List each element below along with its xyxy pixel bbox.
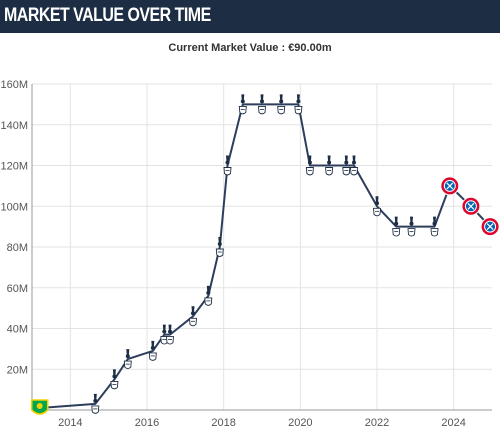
y-tick-label: 100M [0, 201, 28, 213]
spurs-crest-icon[interactable] [392, 216, 401, 237]
spurs-crest-icon[interactable] [294, 94, 303, 115]
spurs-crest-icon[interactable] [342, 155, 351, 176]
spurs-crest-icon[interactable] [258, 94, 266, 115]
spurs-crest-icon[interactable] [277, 94, 286, 115]
x-axis-ticks: 2014 2016 2018 2020 2022 2024 [58, 417, 466, 429]
spurs-crest-icon[interactable] [430, 216, 439, 237]
value-line [39, 103, 491, 409]
chart-title: MARKET VALUE OVER TIME [4, 5, 211, 26]
spurs-crest-icon[interactable] [305, 155, 314, 176]
spurs-crest-icon[interactable] [91, 393, 100, 414]
spurs-crest-icon[interactable] [166, 324, 174, 345]
y-tick-label: 40M [7, 324, 28, 336]
market-value-series-line [39, 103, 491, 409]
bayern-crest-icon[interactable] [440, 176, 460, 196]
grid-lines [32, 83, 492, 410]
current-market-value: Current Market Value : €90.00m [168, 42, 332, 54]
y-tick-label: 60M [7, 283, 28, 295]
spurs-crest-icon[interactable] [223, 155, 232, 176]
spurs-crest-icon[interactable] [148, 340, 157, 361]
y-tick-label: 120M [0, 161, 28, 173]
x-tick-label: 2016 [135, 417, 159, 429]
spurs-crest-icon[interactable] [204, 285, 213, 306]
chart-header-bar: MARKET VALUE OVER TIME [0, 0, 500, 33]
spurs-crest-icon[interactable] [373, 196, 381, 217]
y-tick-label: 140M [0, 120, 28, 132]
norwich-crest-icon[interactable] [30, 399, 49, 415]
y-axis-ticks: 20M 40M 60M 80M 100M 120M 140M 160M [0, 79, 28, 376]
bayern-crest-icon[interactable] [480, 217, 500, 237]
spurs-crest-icon[interactable] [215, 237, 224, 257]
x-tick-label: 2020 [288, 417, 312, 429]
spurs-crest-icon[interactable] [123, 349, 132, 370]
bayern-crest-icon[interactable] [461, 196, 481, 216]
x-tick-label: 2018 [211, 417, 235, 429]
spurs-crest-icon[interactable] [238, 94, 247, 115]
x-tick-label: 2024 [441, 417, 465, 429]
x-tick-label: 2014 [58, 417, 82, 429]
y-tick-label: 20M [7, 364, 28, 376]
spurs-crest-icon[interactable] [110, 369, 119, 390]
y-tick-label: 160M [0, 79, 28, 91]
spurs-crest-icon[interactable] [325, 155, 334, 176]
data-points [30, 94, 500, 415]
x-tick-label: 2022 [365, 417, 389, 429]
spurs-crest-icon[interactable] [407, 216, 416, 237]
axes [31, 84, 492, 411]
spurs-crest-icon[interactable] [350, 155, 358, 176]
y-tick-label: 80M [7, 242, 28, 254]
spurs-crest-icon[interactable] [189, 306, 197, 327]
